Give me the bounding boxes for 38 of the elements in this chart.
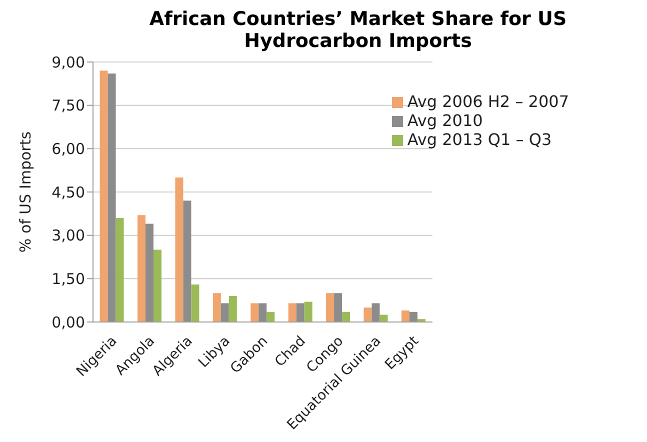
- legend-label: Avg 2010: [407, 111, 483, 130]
- y-tick-label: 4,50: [52, 183, 85, 202]
- y-tick-label: 1,50: [52, 270, 85, 288]
- bar: [220, 303, 229, 322]
- bar: [364, 308, 372, 322]
- bar: [258, 303, 267, 322]
- bar: [296, 303, 304, 322]
- bar: [342, 312, 350, 322]
- bar: [191, 284, 200, 322]
- bar: [228, 296, 237, 322]
- legend-label: Avg 2006 H2 – 2007: [407, 92, 569, 111]
- bar: [334, 293, 342, 322]
- bar: [145, 224, 154, 322]
- bar: [212, 293, 221, 322]
- legend-label: Avg 2013 Q1 – Q3: [407, 130, 552, 149]
- bar: [409, 312, 418, 322]
- bar: [116, 218, 124, 322]
- bar: [288, 303, 296, 322]
- bar: [380, 314, 388, 322]
- bar: [175, 178, 184, 322]
- y-tick-label: 7,50: [52, 96, 85, 115]
- bar: [137, 215, 146, 322]
- bar: [108, 74, 116, 322]
- bar: [183, 200, 192, 322]
- y-tick-label: 9,00: [52, 53, 85, 72]
- chart-title: African Countries’ Market Share for US Hydrocarbon Imports: [148, 8, 568, 52]
- bar: [250, 303, 259, 322]
- bar: [266, 312, 275, 322]
- y-tick-label: 6,00: [52, 140, 85, 158]
- bar: [401, 310, 410, 322]
- bar: [326, 293, 334, 322]
- y-axis-title: % of US Imports: [16, 131, 34, 253]
- bar: [304, 302, 312, 322]
- y-tick-label: 0,00: [52, 313, 85, 332]
- bar: [372, 303, 380, 322]
- bar: [153, 250, 162, 322]
- bar: [100, 70, 108, 322]
- y-tick-label: 3,00: [52, 226, 85, 245]
